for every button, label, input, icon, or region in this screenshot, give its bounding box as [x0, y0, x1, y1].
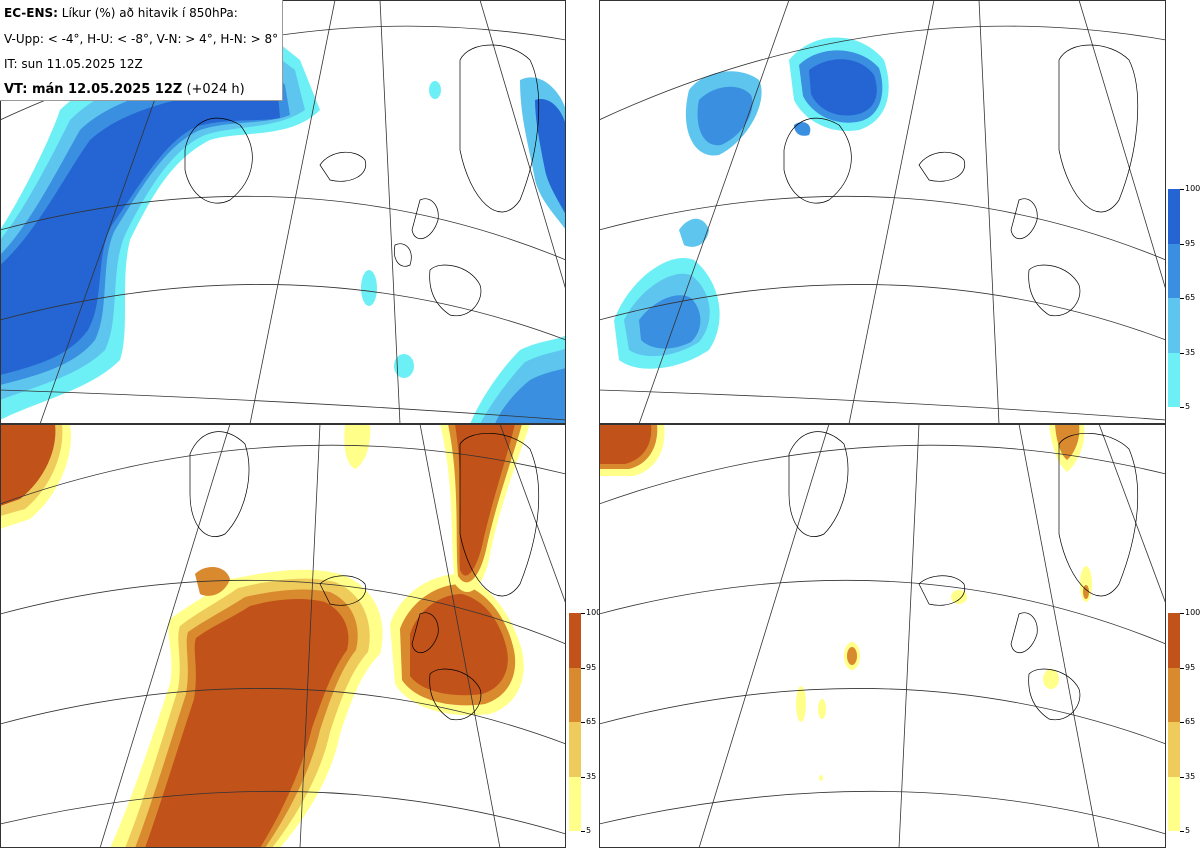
colorbar-segment	[1168, 667, 1180, 722]
map-panel-top-right	[599, 0, 1166, 424]
colorbar-tick	[581, 613, 585, 614]
coastlines	[189, 431, 540, 721]
colorbar-tick-label: 5	[586, 826, 592, 835]
valid-time-line: VT: mán 12.05.2025 12Z (+024 h)	[4, 82, 245, 97]
colorbar-segment	[1168, 722, 1180, 777]
colorbar-tick-label: 35	[1185, 347, 1196, 357]
colorbar-segment	[569, 722, 581, 777]
map-top-left	[0, 0, 566, 424]
colorbar-tick-label: 100	[1185, 184, 1200, 193]
map-bottom-left	[0, 424, 566, 848]
warm-prob-fill	[0, 424, 530, 848]
colorbar-tick	[1180, 407, 1184, 408]
colorbar-tick-label: 95	[1185, 662, 1196, 672]
colorbar-tick-label: 100	[1185, 608, 1200, 617]
colorbar-warm-bottom-right: 100 95 65 35 5	[1168, 609, 1200, 835]
colorbar-tick	[581, 776, 585, 778]
colorbar-tick-label: 5	[1185, 826, 1191, 835]
title-line: EC-ENS: Líkur (%) að hitavik í 850hPa:	[4, 6, 238, 20]
colorbar-segment	[569, 776, 581, 831]
graticule	[0, 424, 566, 848]
coastlines	[783, 44, 1139, 317]
colorbar-tick	[1180, 667, 1184, 669]
colorbar-tick	[1180, 776, 1184, 778]
colorbar-tick	[1180, 722, 1184, 723]
colorbar-tick-label: 100	[586, 608, 602, 617]
colorbar-segment	[569, 667, 581, 722]
colorbar-segment	[1168, 189, 1180, 244]
colorbar-tick-label: 35	[1185, 771, 1196, 781]
graticule	[599, 0, 1166, 424]
colorbar-tick	[581, 667, 585, 669]
colorbar-tick-label: 65	[1185, 717, 1196, 726]
init-time-line: IT: sun 11.05.2025 12Z	[4, 57, 143, 71]
colorbar-tick	[1180, 243, 1184, 245]
graticule	[599, 424, 1166, 848]
thresholds-line: V-Upp: < -4°, H-U: < -8°, V-N: > 4°, H-N…	[4, 32, 279, 46]
colorbar-tick-label: 95	[586, 662, 597, 672]
colorbar-segment	[1168, 298, 1180, 353]
map-bottom-right	[599, 424, 1166, 848]
colorbar-segment	[1168, 613, 1180, 668]
coastlines	[184, 44, 540, 317]
colorbar-segment	[1168, 776, 1180, 831]
colorbar-segment	[1168, 352, 1180, 407]
colorbar-tick	[1180, 298, 1184, 299]
cold-prob-fill	[614, 37, 889, 369]
title-bold: EC-ENS:	[4, 6, 58, 20]
colorbar-segment	[569, 613, 581, 668]
valid-bold: VT: mán 12.05.2025 12Z	[4, 82, 183, 97]
colorbar-tick	[1180, 613, 1184, 614]
title-box: EC-ENS: Líkur (%) að hitavik í 850hPa: V…	[0, 0, 283, 101]
colorbar-cold-top-right: 100 95 65 35 5	[1168, 185, 1200, 411]
coastlines	[788, 431, 1139, 721]
colorbar-tick	[1180, 352, 1184, 354]
title-rest: Líkur (%) að hitavik í 850hPa:	[57, 6, 238, 20]
valid-rest: (+024 h)	[182, 82, 245, 97]
colorbar-tick	[1180, 189, 1184, 190]
colorbar-tick	[1180, 831, 1184, 832]
warm-prob-fill	[599, 424, 1092, 781]
colorbar-tick-label: 95	[1185, 238, 1196, 248]
cold-prob-fill	[0, 20, 566, 424]
map-panel-bottom-right	[599, 424, 1166, 848]
colorbar-tick-label: 65	[586, 717, 597, 726]
colorbar-warm-bottom-left: 100 95 65 35 5	[569, 609, 601, 835]
colorbar-tick-label: 35	[586, 771, 597, 781]
map-panel-bottom-left	[0, 424, 566, 848]
colorbar-segment	[1168, 243, 1180, 298]
colorbar-tick	[581, 831, 585, 832]
colorbar-tick-label: 5	[1185, 402, 1191, 411]
colorbar-tick	[581, 722, 585, 723]
map-top-right	[599, 0, 1166, 424]
colorbar-tick-label: 65	[1185, 293, 1196, 302]
